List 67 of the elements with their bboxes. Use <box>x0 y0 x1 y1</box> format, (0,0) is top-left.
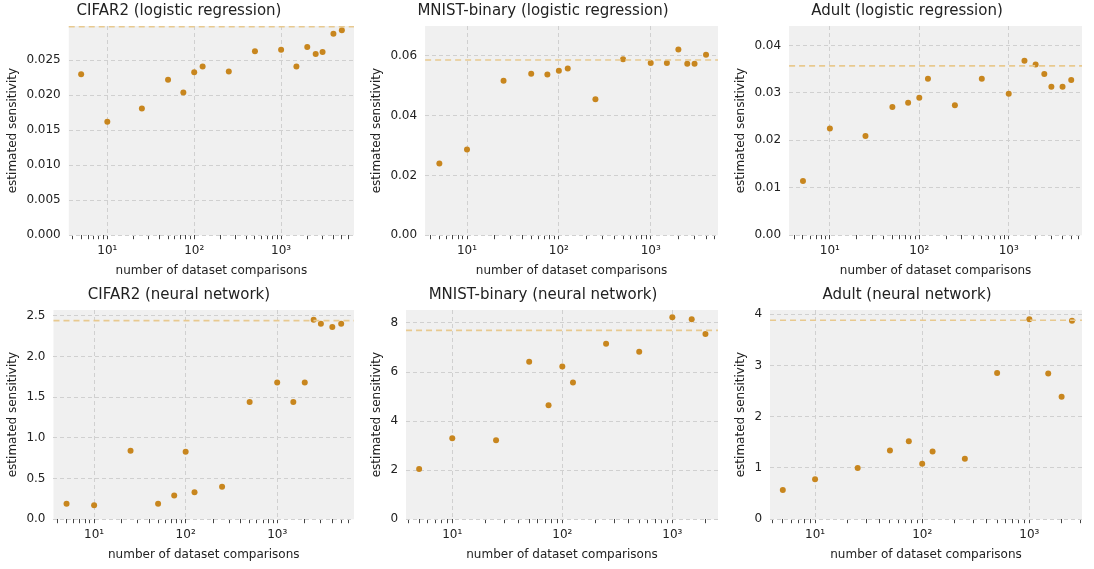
y-tick-label: 0.000 <box>26 227 61 242</box>
x-axis-title: number of dataset comparisons <box>839 262 1032 277</box>
y-tick-label: 0.02 <box>390 167 418 182</box>
x-tick-label: 10¹ <box>819 242 841 257</box>
y-tick-label: 1.0 <box>26 429 46 444</box>
y-tick-label: 0 <box>390 511 399 526</box>
chart-title: MNIST-binary (neural network) <box>428 284 658 303</box>
x-tick-label: 10¹ <box>97 242 118 257</box>
y-tick-label: 0.04 <box>390 107 418 122</box>
chart-title: CIFAR2 (logistic regression) <box>76 0 282 19</box>
y-tick-label: 1 <box>754 460 763 475</box>
y-axis-title: estimated sensitivity <box>733 351 748 478</box>
x-axis-title: number of dataset comparisons <box>115 262 308 277</box>
y-tick-label: 2.5 <box>26 307 46 322</box>
x-axis-title: number of dataset comparisons <box>475 262 668 277</box>
x-tick-label: 10¹ <box>456 242 478 257</box>
x-tick-label: 10² <box>552 526 573 541</box>
y-tick-label: 0.02 <box>754 132 782 147</box>
x-tick-label: 10² <box>912 526 933 541</box>
y-axis-title: estimated sensitivity <box>369 351 384 478</box>
y-tick-label: 4 <box>754 306 763 321</box>
x-axis-title: number of dataset comparisons <box>466 546 658 561</box>
y-tick-label: 0.00 <box>390 227 418 242</box>
x-tick-label: 10² <box>175 526 196 541</box>
y-tick-label: 0.03 <box>754 85 782 100</box>
y-tick-label: 2 <box>390 462 399 477</box>
x-tick-label: 10³ <box>640 242 661 257</box>
chart-title: Adult (neural network) <box>822 284 992 303</box>
y-tick-label: 0.025 <box>26 52 61 67</box>
y-tick-label: 0.00 <box>754 227 782 242</box>
x-axis-title: number of dataset comparisons <box>107 546 300 561</box>
y-tick-label: 0.005 <box>26 192 61 207</box>
x-tick-label: 10¹ <box>442 526 463 541</box>
x-tick-label: 10³ <box>998 242 1019 257</box>
chart-title: CIFAR2 (neural network) <box>87 284 271 303</box>
y-tick-label: 1.5 <box>26 389 46 404</box>
x-tick-label: 10³ <box>1019 526 1040 541</box>
x-tick-label: 10³ <box>271 242 292 257</box>
chart-title: MNIST-binary (logistic regression) <box>417 0 669 19</box>
y-tick-label: 0.015 <box>26 122 61 137</box>
x-tick-label: 10² <box>548 242 570 257</box>
y-tick-label: 0.020 <box>26 87 61 102</box>
y-tick-label: 2 <box>754 408 763 423</box>
y-axis-title: estimated sensitivity <box>5 351 20 478</box>
y-tick-label: 8 <box>390 315 399 330</box>
chart-title: Adult (logistic regression) <box>811 0 1003 19</box>
y-tick-label: 4 <box>390 413 399 428</box>
x-tick-label: 10³ <box>662 526 683 541</box>
y-axis-title: estimated sensitivity <box>733 67 748 194</box>
x-axis-title: number of dataset comparisons <box>830 546 1022 561</box>
y-tick-label: 0.5 <box>26 470 46 485</box>
y-tick-label: 6 <box>390 364 399 379</box>
x-tick-label: 10³ <box>267 526 288 541</box>
y-tick-label: 0 <box>754 511 763 526</box>
y-axis-title: estimated sensitivity <box>369 67 384 194</box>
x-tick-label: 10¹ <box>84 526 105 541</box>
y-tick-label: 0.01 <box>754 179 782 194</box>
x-tick-label: 10² <box>909 242 930 257</box>
y-tick-label: 3 <box>754 357 763 372</box>
x-tick-label: 10¹ <box>805 526 826 541</box>
x-tick-label: 10² <box>184 242 205 257</box>
y-tick-label: 0.04 <box>754 37 782 52</box>
y-tick-label: 0.0 <box>26 511 46 526</box>
y-tick-label: 2.0 <box>26 348 46 363</box>
y-tick-label: 0.010 <box>26 157 61 172</box>
y-tick-label: 0.06 <box>390 48 418 63</box>
y-axis-title: estimated sensitivity <box>5 67 20 194</box>
